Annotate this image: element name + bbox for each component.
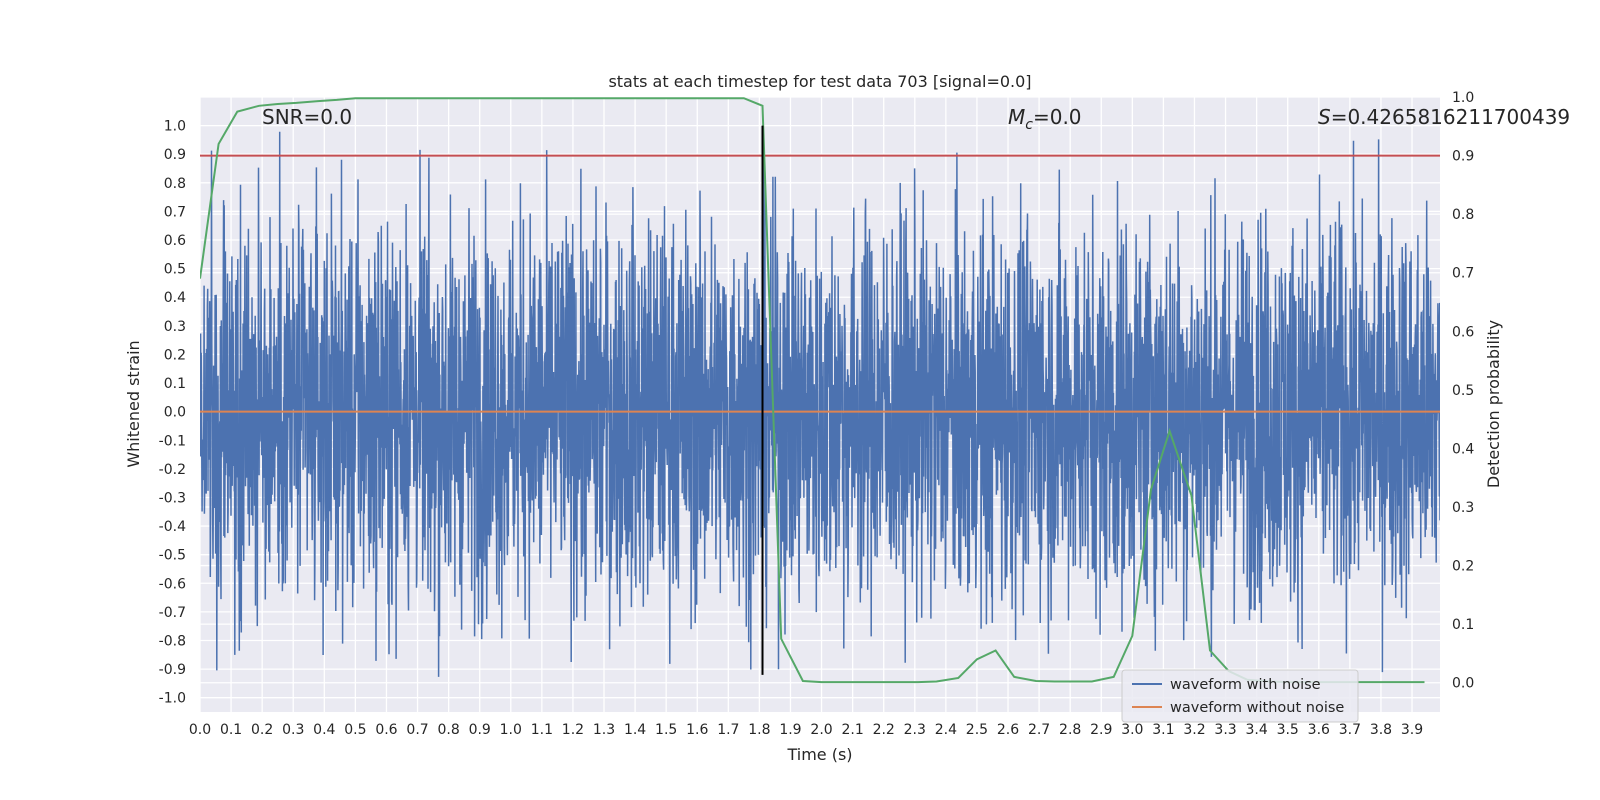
x-tick-label: 0.9 — [469, 722, 491, 738]
series-waveform-with-noise — [200, 131, 1440, 677]
x-tick-label: 2.4 — [935, 722, 957, 738]
x-tick-label: 0.8 — [437, 722, 459, 738]
x-tick-label: 0.3 — [282, 722, 304, 738]
x-tick-label: 3.7 — [1339, 722, 1361, 738]
y-tick-label: -0.5 — [159, 548, 186, 564]
series-detection-probability — [200, 97, 1425, 684]
x-tick-label: 3.3 — [1214, 722, 1236, 738]
y2-tick-label: 0.6 — [1452, 324, 1474, 340]
y-tick-label: 1.0 — [164, 119, 186, 135]
annotation-chirp-mass: Mc=0.0 — [1008, 105, 1082, 133]
x-tick-label: 3.8 — [1370, 722, 1392, 738]
y2-tick-label: 0.5 — [1452, 383, 1474, 399]
annotation-snr: SNR=0.0 — [262, 105, 352, 129]
y-tick-label: 0.8 — [164, 176, 186, 192]
y-tick-labels: 1.0 0.9 0.8 0.7 0.6 0.5 0.4 0.3 0.2 0.1 0.0 -0.1 -0.… — [159, 119, 186, 707]
x-tick-label: 2.5 — [966, 722, 988, 738]
y-tick-label: 0.3 — [164, 319, 186, 335]
x-tick-label: 1.0 — [500, 722, 522, 738]
y-tick-label: -0.7 — [159, 605, 186, 621]
x-tick-label: 2.8 — [1059, 722, 1081, 738]
y-tick-label: -0.4 — [159, 519, 186, 535]
x-tick-label: 0.0 — [189, 722, 211, 738]
y2-tick-label: 0.4 — [1452, 441, 1474, 457]
x-tick-label: 0.5 — [344, 722, 366, 738]
y-tick-label: 0.7 — [164, 204, 186, 220]
y-tick-label: -0.3 — [159, 490, 186, 506]
x-tick-label: 0.2 — [251, 722, 273, 738]
x-tick-label: 3.6 — [1308, 722, 1330, 738]
x-tick-label: 2.6 — [997, 722, 1019, 738]
y-tick-label: -1.0 — [159, 691, 186, 707]
x-tick-label: 3.5 — [1277, 722, 1299, 738]
x-tick-label: 1.8 — [748, 722, 770, 738]
y-axis-label: Whitened strain — [124, 340, 143, 467]
x-tick-label: 1.5 — [655, 722, 677, 738]
y2-axis-label: Detection probability — [1484, 320, 1503, 488]
x-tick-label: 0.1 — [220, 722, 242, 738]
x-tick-label: 1.7 — [717, 722, 739, 738]
y2-tick-labels: 1.0 0.9 0.8 0.7 0.6 0.5 0.4 0.3 0.2 0.1 0.0 — [1452, 90, 1474, 692]
x-tick-label: 3.4 — [1246, 722, 1268, 738]
x-tick-label: 2.3 — [904, 722, 926, 738]
x-tick-label: 2.1 — [841, 722, 863, 738]
y-tick-label: 0.1 — [164, 376, 186, 392]
x-tick-label: 3.2 — [1183, 722, 1205, 738]
x-tick-label: 3.0 — [1121, 722, 1143, 738]
y-tick-label: 0.4 — [164, 290, 186, 306]
y2-tick-label: 0.7 — [1452, 266, 1474, 282]
y-tick-label: 0.2 — [164, 347, 186, 363]
x-tick-label: 1.1 — [531, 722, 553, 738]
y-tick-label: -0.6 — [159, 576, 186, 592]
x-tick-label: 2.0 — [810, 722, 832, 738]
y2-tick-label: 0.0 — [1452, 676, 1474, 692]
x-tick-label: 1.2 — [562, 722, 584, 738]
x-tick-label: 1.9 — [779, 722, 801, 738]
x-tick-label: 2.9 — [1090, 722, 1112, 738]
y2-tick-label: 0.2 — [1452, 559, 1474, 575]
legend-box — [1121, 669, 1359, 723]
y-tick-label: -0.8 — [159, 633, 186, 649]
x-tick-label: 1.4 — [624, 722, 646, 738]
y-tick-label: -0.1 — [159, 433, 186, 449]
x-tick-label: 3.1 — [1152, 722, 1174, 738]
x-tick-label: 1.3 — [593, 722, 615, 738]
x-tick-label: 0.4 — [313, 722, 335, 738]
x-tick-label: 3.9 — [1401, 722, 1423, 738]
legend-label-clean: waveform without noise — [1170, 700, 1344, 716]
y-tick-label: 0.0 — [164, 405, 186, 421]
y-tick-label: 0.9 — [164, 147, 186, 163]
y-tick-label: -0.9 — [159, 662, 186, 678]
y-tick-label: -0.2 — [159, 462, 186, 478]
y2-tick-label: 1.0 — [1452, 90, 1474, 106]
x-tick-label: 0.6 — [375, 722, 397, 738]
x-axis-label: Time (s) — [786, 745, 852, 764]
legend: waveform with noise waveform without noi… — [1121, 669, 1359, 723]
x-tick-label: 2.2 — [873, 722, 895, 738]
y-tick-label: 0.6 — [164, 233, 186, 249]
y2-tick-label: 0.8 — [1452, 207, 1474, 223]
y2-tick-label: 0.3 — [1452, 500, 1474, 516]
x-tick-labels: 0.0 0.1 0.2 0.3 0.4 0.5 0.6 0.7 0.8 0.9 1.0 1.1 1.2 1… — [189, 722, 1423, 738]
y2-tick-label: 0.1 — [1452, 617, 1474, 633]
y-tick-label: 0.5 — [164, 262, 186, 278]
x-tick-label: 1.6 — [686, 722, 708, 738]
chart-title: stats at each timestep for test data 703… — [608, 72, 1031, 91]
legend-label-noise: waveform with noise — [1170, 677, 1321, 693]
x-tick-label: 0.7 — [406, 722, 428, 738]
x-tick-label: 2.7 — [1028, 722, 1050, 738]
annotation-score: S=0.4265816211700439 — [1318, 105, 1570, 129]
y2-tick-label: 0.9 — [1452, 149, 1474, 165]
